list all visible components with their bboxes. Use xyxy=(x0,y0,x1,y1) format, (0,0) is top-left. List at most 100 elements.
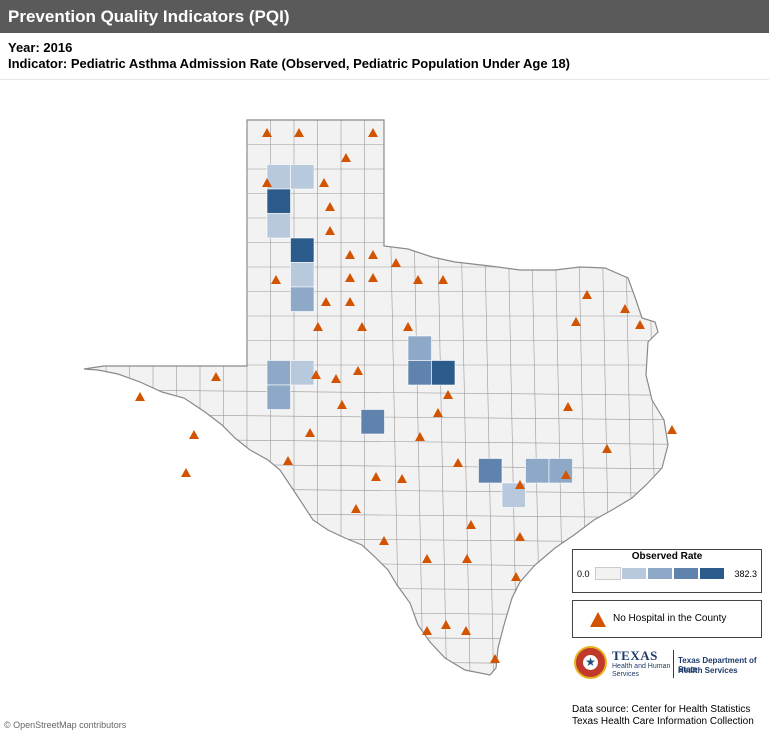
no-hospital-marker[interactable] xyxy=(422,626,432,635)
no-hospital-markers[interactable] xyxy=(135,128,677,663)
no-hospital-marker[interactable] xyxy=(271,275,281,284)
no-hospital-marker[interactable] xyxy=(379,536,389,545)
divider xyxy=(0,79,769,80)
shaded-county[interactable] xyxy=(290,237,315,263)
hospital-legend-label: No Hospital in the County xyxy=(613,613,727,624)
shaded-county[interactable] xyxy=(290,286,315,312)
shaded-county[interactable] xyxy=(290,360,315,386)
no-hospital-marker[interactable] xyxy=(461,626,471,635)
shaded-county[interactable] xyxy=(407,360,432,386)
shaded-county[interactable] xyxy=(431,360,456,386)
shaded-county[interactable] xyxy=(290,164,315,190)
no-hospital-marker[interactable] xyxy=(331,374,341,383)
no-hospital-marker[interactable] xyxy=(319,178,329,187)
county-border xyxy=(60,684,700,690)
shaded-county[interactable] xyxy=(266,360,291,386)
shaded-county[interactable] xyxy=(501,482,526,508)
shaded-county[interactable] xyxy=(266,384,291,410)
no-hospital-marker[interactable] xyxy=(466,520,476,529)
no-hospital-marker[interactable] xyxy=(462,554,472,563)
subtitle-block: Year: 2016 Indicator: Pediatric Asthma A… xyxy=(8,40,570,72)
no-hospital-marker[interactable] xyxy=(311,370,321,379)
no-hospital-marker[interactable] xyxy=(490,654,500,663)
no-hospital-marker[interactable] xyxy=(211,372,221,381)
no-hospital-marker[interactable] xyxy=(582,290,592,299)
no-hospital-marker[interactable] xyxy=(368,250,378,259)
no-hospital-marker[interactable] xyxy=(433,408,443,417)
shaded-counties[interactable] xyxy=(266,164,573,508)
no-hospital-marker[interactable] xyxy=(441,620,451,629)
no-hospital-marker[interactable] xyxy=(353,366,363,375)
no-hospital-marker[interactable] xyxy=(262,178,272,187)
no-hospital-marker[interactable] xyxy=(313,322,323,331)
no-hospital-marker[interactable] xyxy=(294,128,304,137)
legend-swatches xyxy=(595,567,725,580)
no-hospital-marker[interactable] xyxy=(438,275,448,284)
year-label: Year: 2016 xyxy=(8,40,73,55)
no-hospital-marker[interactable] xyxy=(391,258,401,267)
no-hospital-marker[interactable] xyxy=(371,472,381,481)
no-hospital-marker[interactable] xyxy=(635,320,645,329)
page-header: Prevention Quality Indicators (PQI) xyxy=(0,0,769,33)
no-hospital-marker[interactable] xyxy=(181,468,191,477)
no-hospital-marker[interactable] xyxy=(325,202,335,211)
no-hospital-marker[interactable] xyxy=(602,444,612,453)
shaded-county[interactable] xyxy=(266,188,291,214)
no-hospital-marker[interactable] xyxy=(667,425,677,434)
no-hospital-marker[interactable] xyxy=(368,273,378,282)
no-hospital-marker[interactable] xyxy=(561,470,571,479)
logo-separator xyxy=(673,650,674,678)
texas-seal-icon: ★ xyxy=(574,646,607,679)
logo-dshs-line1: Texas Department of State xyxy=(678,656,757,674)
no-hospital-marker[interactable] xyxy=(413,275,423,284)
no-hospital-marker[interactable] xyxy=(620,304,630,313)
legend-swatch-1 xyxy=(595,567,621,580)
no-hospital-marker[interactable] xyxy=(341,153,351,162)
legend-swatch-5 xyxy=(699,567,725,580)
no-hospital-marker[interactable] xyxy=(345,273,355,282)
shaded-county[interactable] xyxy=(525,458,550,484)
no-hospital-marker[interactable] xyxy=(443,390,453,399)
shaded-county[interactable] xyxy=(266,213,291,239)
no-hospital-marker[interactable] xyxy=(415,432,425,441)
no-hospital-marker[interactable] xyxy=(368,128,378,137)
shaded-county[interactable] xyxy=(407,335,432,361)
shaded-county[interactable] xyxy=(548,458,573,484)
no-hospital-marker[interactable] xyxy=(189,430,199,439)
page-title: Prevention Quality Indicators (PQI) xyxy=(8,7,290,26)
logo-hhs-line1: Health and Human xyxy=(612,663,671,670)
data-source-line1: Data source: Center for Health Statistic… xyxy=(572,704,751,715)
no-hospital-marker[interactable] xyxy=(351,504,361,513)
shaded-county[interactable] xyxy=(290,262,315,288)
no-hospital-marker[interactable] xyxy=(325,226,335,235)
no-hospital-marker[interactable] xyxy=(515,532,525,541)
no-hospital-marker[interactable] xyxy=(262,128,272,137)
no-hospital-marker[interactable] xyxy=(453,458,463,467)
no-hospital-marker[interactable] xyxy=(305,428,315,437)
no-hospital-marker[interactable] xyxy=(321,297,331,306)
no-hospital-marker[interactable] xyxy=(571,317,581,326)
triangle-icon xyxy=(590,612,606,627)
no-hospital-marker[interactable] xyxy=(135,392,145,401)
no-hospital-marker[interactable] xyxy=(403,322,413,331)
no-hospital-marker[interactable] xyxy=(563,402,573,411)
osm-attribution[interactable]: © OpenStreetMap contributors xyxy=(4,720,127,730)
no-hospital-marker[interactable] xyxy=(397,474,407,483)
no-hospital-marker[interactable] xyxy=(511,572,521,581)
logo-texas-text: TEXAS xyxy=(612,648,658,663)
logo-hhs-line2: Services xyxy=(612,671,639,678)
legend-swatch-2 xyxy=(621,567,647,580)
hospital-legend: No Hospital in the County xyxy=(572,600,762,638)
no-hospital-marker[interactable] xyxy=(357,322,367,331)
no-hospital-marker[interactable] xyxy=(345,250,355,259)
shaded-county[interactable] xyxy=(360,409,385,435)
no-hospital-marker[interactable] xyxy=(283,456,293,465)
legend-swatch-4 xyxy=(673,567,699,580)
no-hospital-marker[interactable] xyxy=(422,554,432,563)
no-hospital-marker[interactable] xyxy=(337,400,347,409)
no-hospital-marker[interactable] xyxy=(345,297,355,306)
observed-rate-legend: Observed Rate 0.0 382.3 xyxy=(572,549,762,593)
shaded-county[interactable] xyxy=(478,458,503,484)
no-hospital-marker[interactable] xyxy=(515,480,525,489)
